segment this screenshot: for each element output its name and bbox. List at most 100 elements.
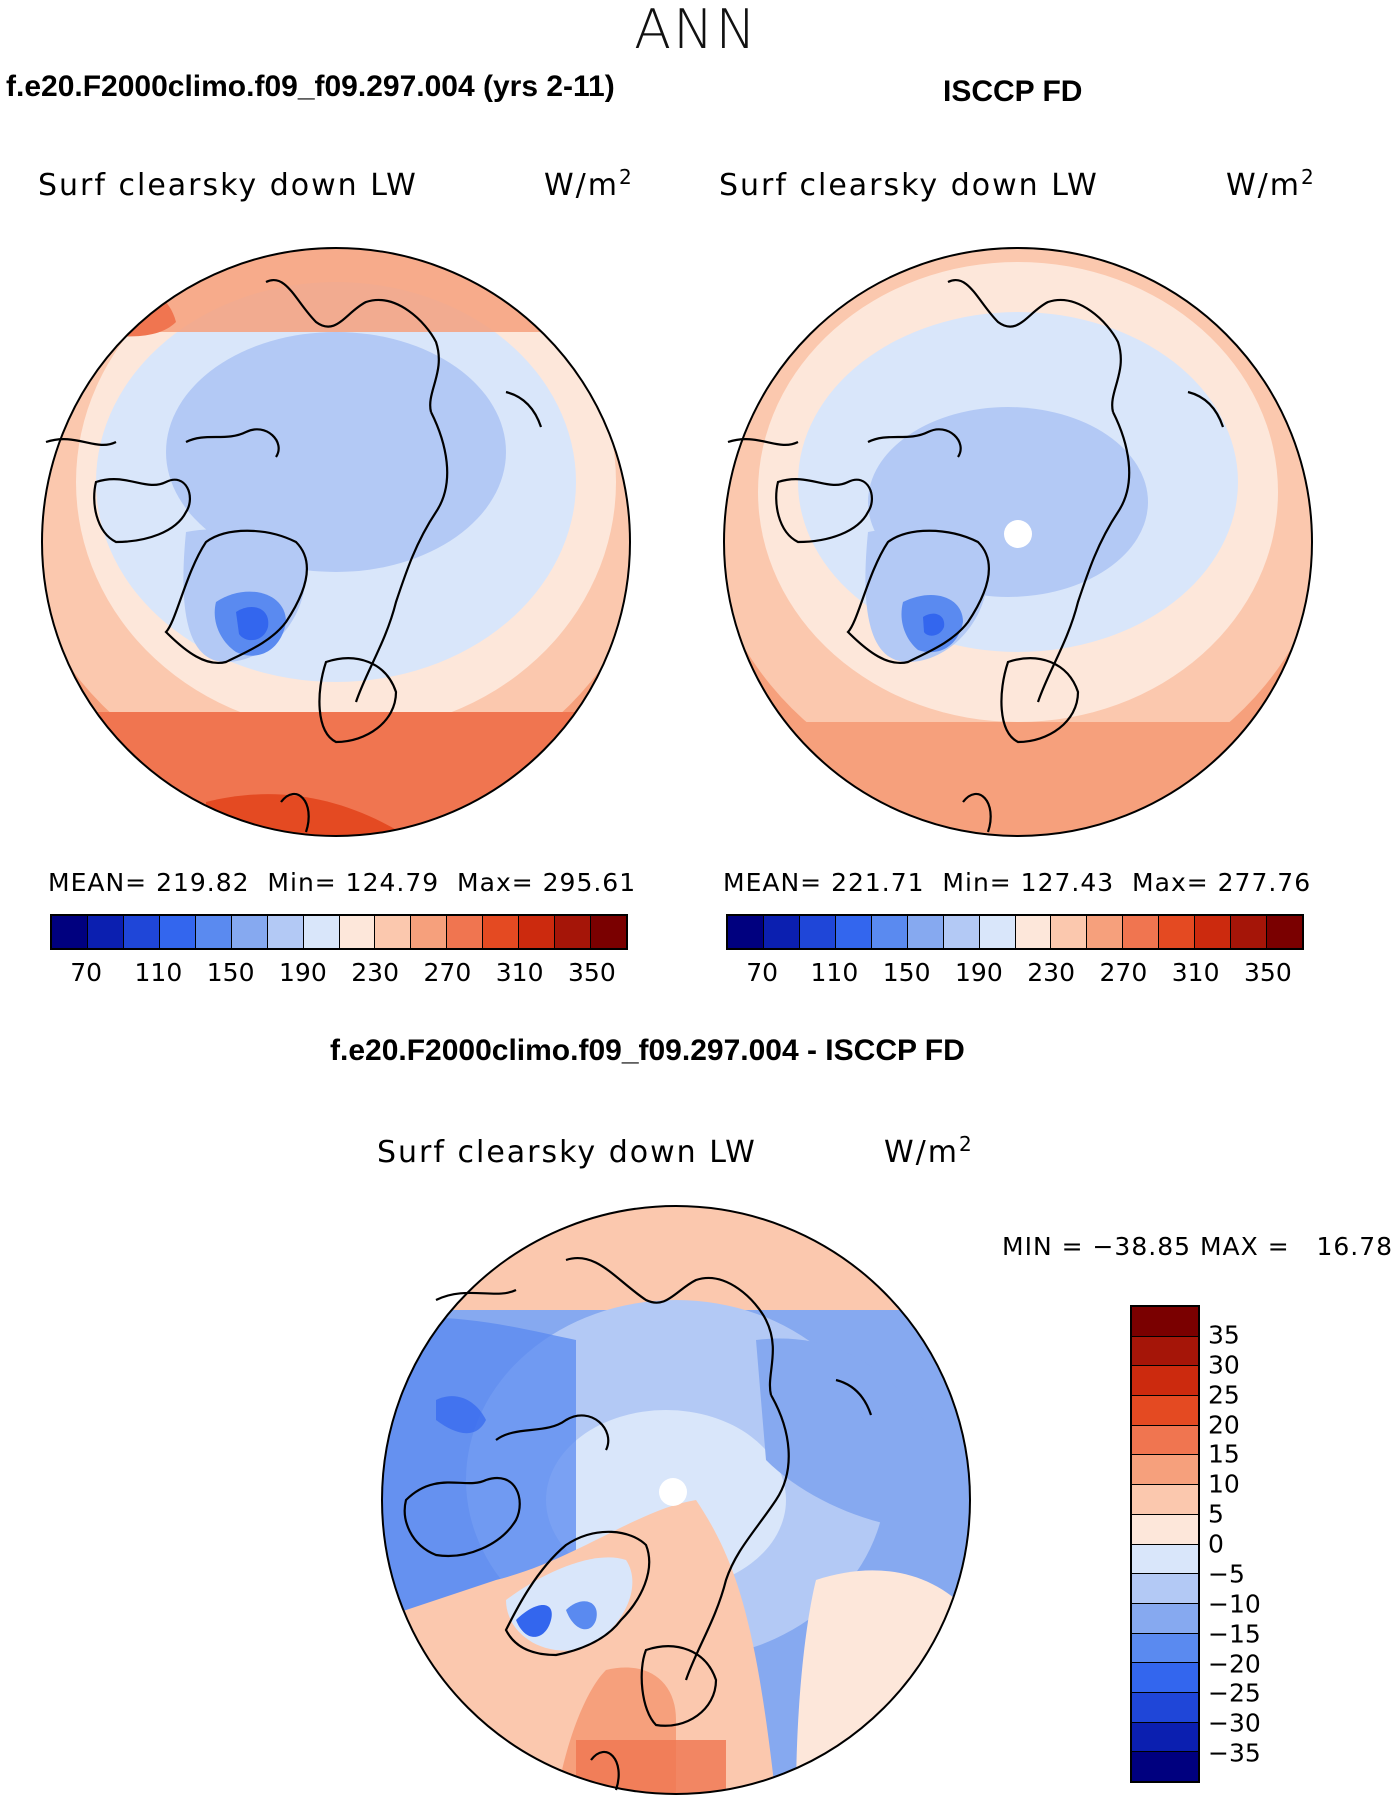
colorbar-swatch <box>159 916 196 948</box>
colorbar-swatch <box>1132 1752 1198 1781</box>
colorbar-swatch <box>1087 916 1124 948</box>
colorbar-tick-label: 10 <box>1208 1469 1240 1499</box>
colorbar-swatch <box>1051 916 1088 948</box>
model-colorbar <box>50 914 628 950</box>
colorbar-swatch <box>375 916 412 948</box>
colorbar-tick-label: 150 <box>882 958 931 987</box>
obs-colorbar <box>726 914 1304 950</box>
colorbar-swatch <box>835 916 872 948</box>
colorbar-swatch <box>1015 916 1052 948</box>
colorbar-swatch <box>979 916 1016 948</box>
colorbar-tick-label: −20 <box>1208 1649 1261 1678</box>
colorbar-tick-label: 230 <box>1027 958 1075 987</box>
colorbar-tick-label: 190 <box>955 958 1003 987</box>
colorbar-swatch <box>483 916 520 948</box>
colorbar-swatch <box>1195 916 1232 948</box>
obs-colorbar-ticks: 70 110 150 190 230 270 310 350 <box>726 958 1304 988</box>
colorbar-tick-label: 20 <box>1208 1410 1240 1439</box>
model-stats: MEAN= 219.82 Min= 124.79 Max= 295.61 <box>48 868 637 897</box>
model-variable-label: Surf clearsky down LW <box>38 168 418 203</box>
model-coastlines <box>45 279 543 833</box>
colorbar-tick-label: 350 <box>568 958 616 987</box>
colorbar-swatch <box>871 916 908 948</box>
model-units-label: W/m2 <box>544 165 634 203</box>
obs-stats: MEAN= 221.71 Min= 127.43 Max= 277.76 <box>723 868 1312 897</box>
diff-colorbar <box>1130 1305 1200 1783</box>
diff-variable-label: Surf clearsky down LW <box>377 1135 757 1170</box>
colorbar-swatch <box>763 916 800 948</box>
model-colorbar-ticks: 70 110 150 190 230 270 310 350 <box>50 958 628 988</box>
diff-units-label: W/m2 <box>884 1132 974 1170</box>
obs-coastlines <box>727 279 1225 833</box>
colorbar-tick-label: 350 <box>1244 958 1292 987</box>
colorbar-swatch <box>1132 1722 1198 1753</box>
colorbar-swatch <box>87 916 124 948</box>
colorbar-swatch <box>447 916 484 948</box>
colorbar-swatch <box>52 916 88 948</box>
colorbar-tick-label: 30 <box>1208 1350 1240 1380</box>
colorbar-tick-label: 5 <box>1208 1499 1224 1529</box>
diff-colorbar-ticks: 35 30 25 20 15 10 5 0 −5 −10 −15 −20 −25 −30 −35 <box>1208 1305 1288 1783</box>
colorbar-tick-label: 110 <box>134 958 183 987</box>
colorbar-swatch <box>1132 1336 1198 1367</box>
colorbar-swatch <box>267 916 304 948</box>
obs-contour-field <box>724 248 1312 836</box>
colorbar-swatch <box>1132 1574 1198 1604</box>
colorbar-tick-label: 190 <box>279 958 327 987</box>
colorbar-swatch <box>1231 916 1268 948</box>
colorbar-tick-label: 310 <box>495 958 544 987</box>
colorbar-swatch <box>195 916 232 948</box>
colorbar-swatch <box>411 916 448 948</box>
model-polar-map <box>41 247 631 837</box>
colorbar-swatch <box>1132 1425 1198 1456</box>
colorbar-tick-label: 70 <box>70 958 103 987</box>
colorbar-swatch <box>1132 1663 1198 1693</box>
colorbar-tick-label: 270 <box>423 958 472 987</box>
colorbar-tick-label: −5 <box>1208 1559 1245 1589</box>
colorbar-tick-label: 230 <box>351 958 399 987</box>
colorbar-swatch <box>303 916 340 948</box>
colorbar-tick-label: 35 <box>1208 1320 1240 1350</box>
colorbar-swatch <box>1132 1603 1198 1634</box>
diff-coastlines <box>403 1257 873 1791</box>
colorbar-tick-label: 270 <box>1099 958 1148 987</box>
colorbar-swatch <box>1132 1514 1198 1545</box>
colorbar-swatch <box>1132 1633 1198 1664</box>
colorbar-tick-label: 25 <box>1208 1380 1240 1410</box>
diff-polar-map <box>381 1205 971 1795</box>
colorbar-tick-label: 150 <box>206 958 255 987</box>
colorbar-tick-label: −10 <box>1208 1589 1261 1619</box>
colorbar-swatch <box>123 916 160 948</box>
colorbar-swatch <box>1132 1544 1198 1575</box>
colorbar-swatch <box>1132 1307 1198 1337</box>
season-title: ANN <box>634 0 758 61</box>
colorbar-swatch <box>1159 916 1196 948</box>
diff-panel-title: f.e20.F2000climo.f09_f09.297.004 - ISCCP… <box>330 1034 965 1067</box>
colorbar-swatch <box>339 916 376 948</box>
colorbar-swatch <box>799 916 836 948</box>
obs-units-label: W/m2 <box>1226 165 1316 203</box>
colorbar-swatch <box>728 916 764 948</box>
colorbar-tick-label: 310 <box>1171 958 1220 987</box>
colorbar-tick-label: 0 <box>1208 1529 1224 1559</box>
colorbar-swatch <box>1132 1366 1198 1397</box>
colorbar-tick-label: 15 <box>1208 1439 1240 1469</box>
colorbar-swatch <box>555 916 592 948</box>
colorbar-swatch <box>1132 1396 1198 1426</box>
colorbar-tick-label: −35 <box>1208 1738 1261 1768</box>
colorbar-tick-label: −15 <box>1208 1619 1261 1649</box>
colorbar-swatch <box>1132 1692 1198 1723</box>
colorbar-tick-label: −30 <box>1208 1708 1261 1738</box>
colorbar-swatch <box>591 916 626 948</box>
colorbar-swatch <box>1267 916 1302 948</box>
obs-polar-map <box>723 247 1313 837</box>
model-panel-title: f.e20.F2000climo.f09_f09.297.004 (yrs 2-… <box>6 70 615 103</box>
obs-panel-title: ISCCP FD <box>943 75 1083 108</box>
diff-stats: MIN = −38.85 MAX = 16.78 <box>1002 1232 1392 1261</box>
colorbar-swatch <box>1132 1485 1198 1515</box>
colorbar-tick-label: −25 <box>1208 1678 1261 1708</box>
colorbar-swatch <box>1132 1455 1198 1486</box>
obs-variable-label: Surf clearsky down LW <box>719 168 1099 203</box>
colorbar-tick-label: 70 <box>746 958 779 987</box>
colorbar-swatch <box>231 916 268 948</box>
